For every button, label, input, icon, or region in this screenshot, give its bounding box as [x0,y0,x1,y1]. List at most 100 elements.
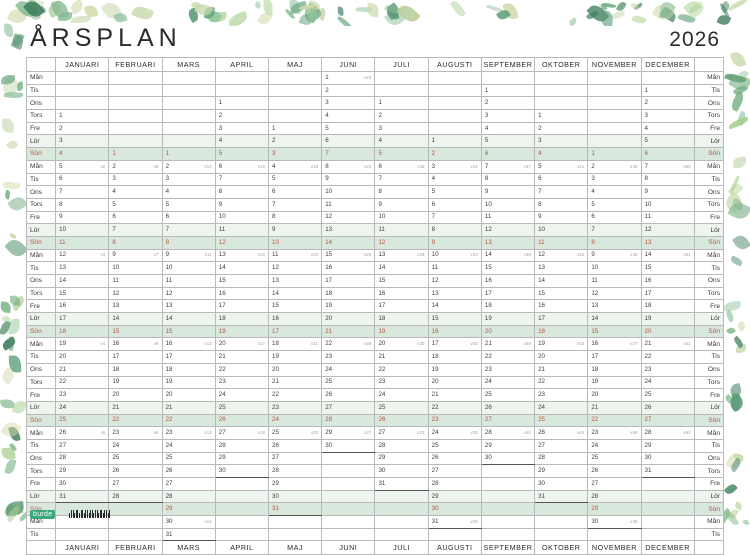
day-cell[interactable]: 24 [269,414,322,427]
day-cell[interactable]: 10 [162,262,215,275]
day-cell[interactable]: 26 v44 [535,427,588,440]
day-cell[interactable]: 12 [109,287,162,300]
month-header-januari[interactable]: JANUARI [56,541,109,555]
day-cell[interactable]: 6 [641,148,694,161]
day-cell[interactable]: 6 v15 [215,160,268,173]
day-cell[interactable] [322,528,375,541]
day-cell[interactable]: 31 [641,465,694,478]
day-cell[interactable]: 31 [56,490,109,503]
day-cell[interactable]: 3 [588,173,641,186]
day-cell[interactable]: 4 [109,186,162,199]
day-cell[interactable]: 27 v31 [375,427,428,440]
month-header-april[interactable]: APRIL [215,541,268,555]
day-cell[interactable] [109,84,162,97]
day-cell[interactable]: 29 [428,490,481,503]
day-cell[interactable]: 7 [322,148,375,161]
day-cell[interactable]: 8 [109,236,162,249]
day-cell[interactable]: 26 [269,439,322,452]
day-cell[interactable]: 28 [588,490,641,503]
day-cell[interactable]: 30 [322,439,375,452]
day-cell[interactable]: 13 [322,224,375,237]
day-cell[interactable]: 18 [322,287,375,300]
month-header-september[interactable]: SEPTEMBER [481,58,534,72]
day-cell[interactable]: 21 [269,376,322,389]
day-cell[interactable]: 21 [535,363,588,376]
day-cell[interactable] [481,465,534,478]
day-cell[interactable]: 15 [215,275,268,288]
day-cell[interactable]: 23 [322,351,375,364]
day-cell[interactable]: 28 [535,452,588,465]
day-cell[interactable]: 4 [215,135,268,148]
day-cell[interactable]: 22 [269,389,322,402]
day-cell[interactable]: 9 [215,198,268,211]
day-cell[interactable]: 17 [375,300,428,313]
day-cell[interactable]: 11 [588,275,641,288]
day-cell[interactable]: 11 [375,224,428,237]
day-cell[interactable] [322,503,375,516]
day-cell[interactable]: 10 [322,186,375,199]
day-cell[interactable]: 25 [428,439,481,452]
day-cell[interactable]: 23 [215,376,268,389]
day-cell[interactable]: 16 [269,313,322,326]
day-cell[interactable]: 9 [375,198,428,211]
day-cell[interactable] [109,516,162,529]
day-cell[interactable] [481,516,534,529]
day-cell[interactable]: 11 [428,262,481,275]
day-cell[interactable]: 6 [481,148,534,161]
day-cell[interactable]: 14 [588,313,641,326]
day-cell[interactable] [535,72,588,85]
day-cell[interactable]: 9 v11 [162,249,215,262]
day-cell[interactable]: 4 [322,110,375,123]
day-cell[interactable]: 29 [375,452,428,465]
day-cell[interactable]: 15 [269,300,322,313]
day-cell[interactable] [535,503,588,516]
day-cell[interactable] [481,528,534,541]
day-cell[interactable]: 7 [535,186,588,199]
day-cell[interactable] [269,528,322,541]
day-cell[interactable]: 11 [322,198,375,211]
day-cell[interactable]: 2 [535,122,588,135]
day-cell[interactable]: 3 [481,110,534,123]
day-cell[interactable]: 7 [56,186,109,199]
day-cell[interactable]: 15 [162,325,215,338]
day-cell[interactable]: 3 [375,122,428,135]
day-cell[interactable]: 14 [375,262,428,275]
day-cell[interactable]: 24 [215,389,268,402]
day-cell[interactable]: 4 [162,186,215,199]
day-cell[interactable] [588,72,641,85]
day-cell[interactable]: 4 [641,122,694,135]
day-cell[interactable]: 26 [481,401,534,414]
day-cell[interactable]: 25 [588,452,641,465]
day-cell[interactable] [162,110,215,123]
day-cell[interactable]: 7 [375,173,428,186]
day-cell[interactable]: 8 [162,236,215,249]
day-cell[interactable] [109,72,162,85]
day-cell[interactable]: 29 [56,465,109,478]
day-cell[interactable]: 10 [588,262,641,275]
day-cell[interactable]: 1 [588,148,641,161]
month-header-oktober[interactable]: OKTOBER [535,541,588,555]
day-cell[interactable]: 25 [322,376,375,389]
day-cell[interactable]: 17 [535,313,588,326]
day-cell[interactable]: 22 [162,414,215,427]
day-cell[interactable]: 13 [588,300,641,313]
day-cell[interactable] [641,72,694,85]
day-cell[interactable]: 30 [428,503,481,516]
day-cell[interactable]: 26 [375,414,428,427]
day-cell[interactable]: 18 [215,313,268,326]
day-cell[interactable] [215,84,268,97]
day-cell[interactable] [109,110,162,123]
day-cell[interactable]: 29 [215,452,268,465]
day-cell[interactable]: 10 [641,198,694,211]
day-cell[interactable]: 2 [481,97,534,110]
day-cell[interactable]: 1 [428,135,481,148]
day-cell[interactable]: 31 [535,490,588,503]
day-cell[interactable] [588,135,641,148]
day-cell[interactable]: 17 [269,325,322,338]
day-cell[interactable]: 19 [588,376,641,389]
day-cell[interactable]: 11 [481,211,534,224]
day-cell[interactable]: 23 [56,389,109,402]
day-cell[interactable]: 23 [269,401,322,414]
day-cell[interactable]: 5 v2 [56,160,109,173]
day-cell[interactable]: 16 v47 [588,338,641,351]
